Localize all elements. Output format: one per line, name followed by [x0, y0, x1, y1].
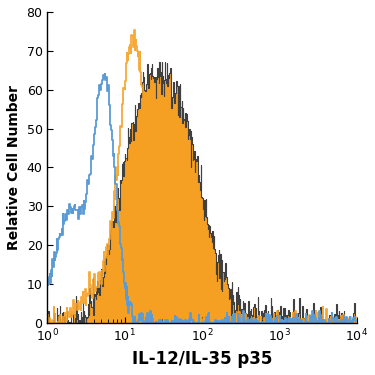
Y-axis label: Relative Cell Number: Relative Cell Number: [7, 85, 21, 250]
X-axis label: IL-12/IL-35 p35: IL-12/IL-35 p35: [132, 350, 272, 368]
